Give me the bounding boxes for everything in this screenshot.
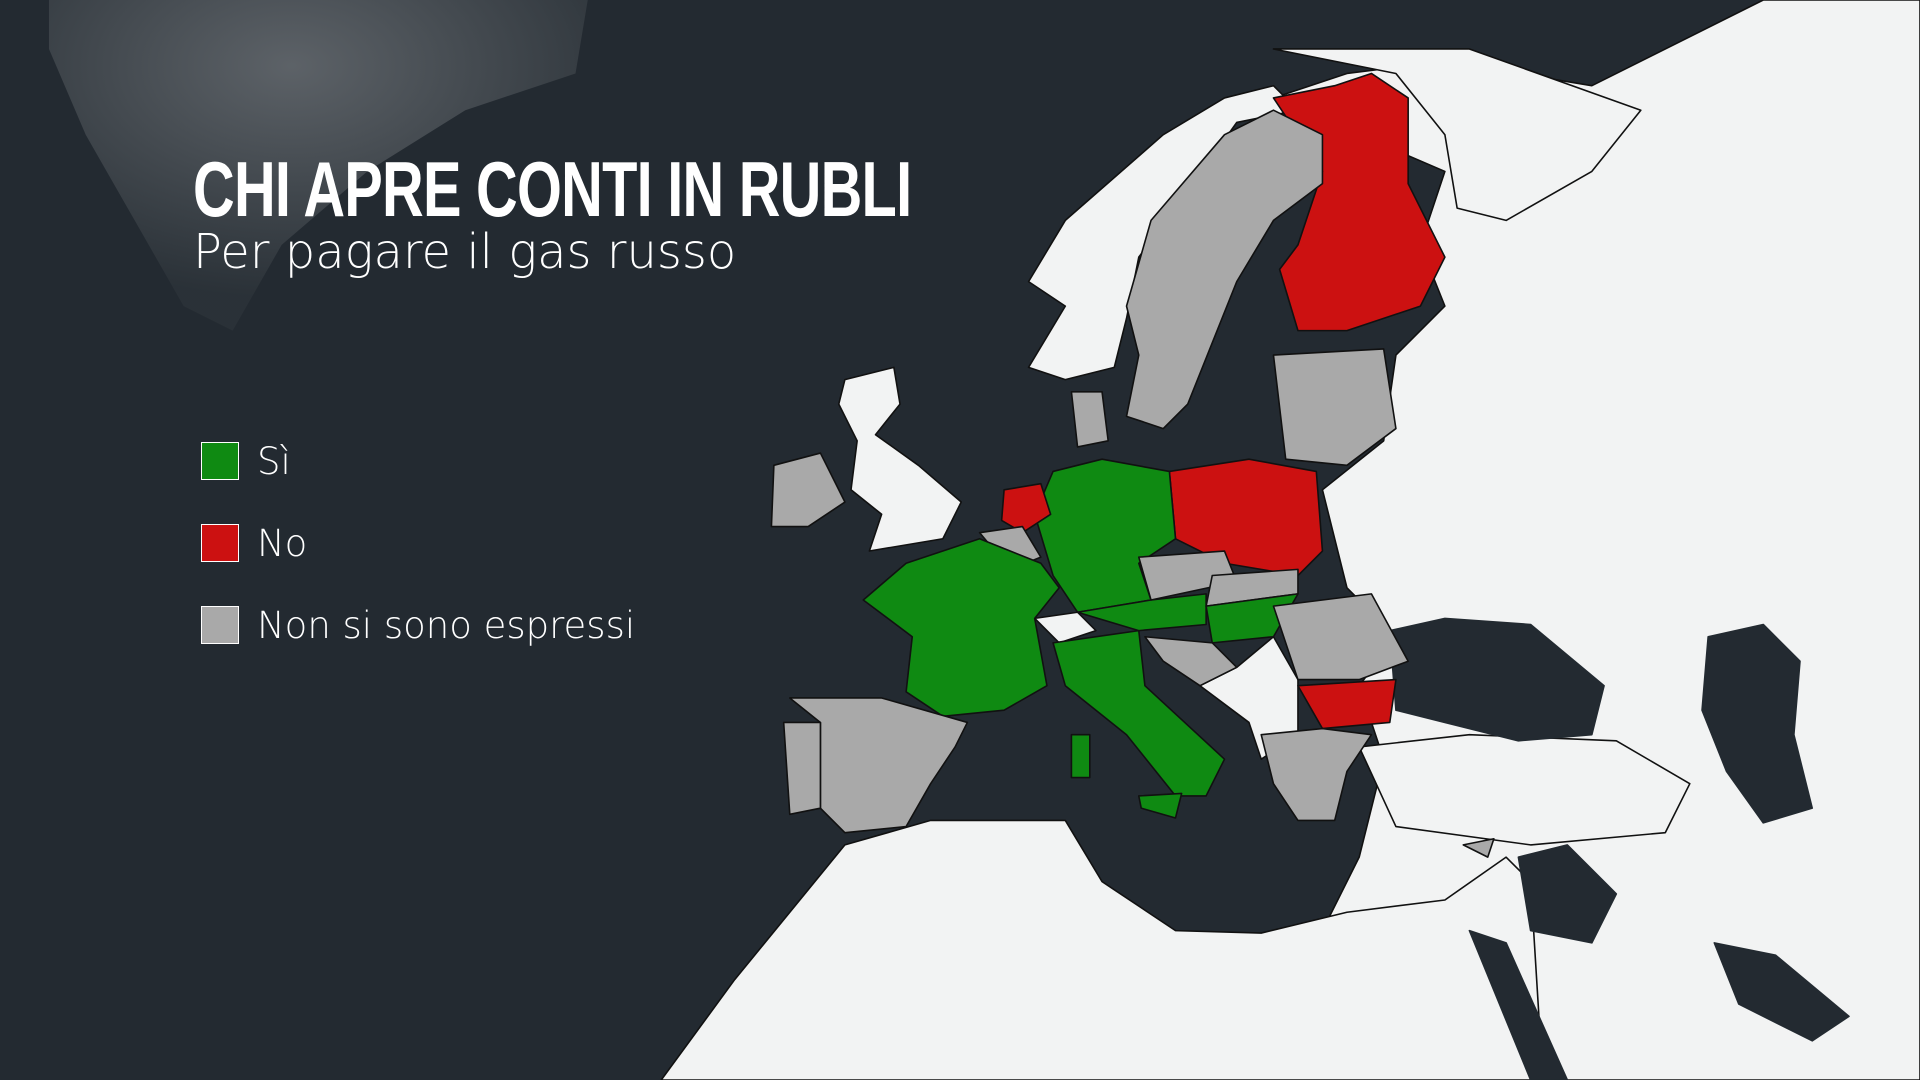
legend-label: Sì xyxy=(257,439,291,483)
western-balkans xyxy=(1199,635,1299,760)
kola-land xyxy=(1272,48,1642,222)
country-sicily xyxy=(1137,792,1183,819)
black-sea xyxy=(1389,617,1605,742)
greenland xyxy=(48,0,588,331)
country-italy xyxy=(1052,629,1226,797)
country-romania xyxy=(1272,593,1409,681)
country-greece xyxy=(1260,727,1373,822)
country-bulgaria xyxy=(1297,678,1397,730)
legend-swatch-no xyxy=(201,524,239,562)
country-germany xyxy=(1033,458,1177,614)
country-ireland xyxy=(770,452,846,528)
country-cyprus xyxy=(1462,837,1495,858)
red-sea xyxy=(1468,929,1569,1080)
country-netherlands xyxy=(1000,482,1052,534)
switzerland xyxy=(1033,611,1097,644)
country-poland xyxy=(1168,458,1324,577)
legend-swatch-none xyxy=(201,606,239,644)
page-subtitle: Per pagare il gas russo xyxy=(193,224,737,280)
country-france xyxy=(862,537,1060,718)
legend-item-none: Non si sono espressi xyxy=(201,603,636,647)
page-title: CHI APRE CONTI IN RUBLI xyxy=(193,145,912,233)
country-sweden xyxy=(1125,109,1324,430)
united-kingdom xyxy=(837,366,963,552)
legend-label: Non si sono espressi xyxy=(257,603,636,647)
legend-item-no: No xyxy=(201,521,635,565)
legend-item-yes: Sì xyxy=(201,439,635,483)
country-sardinia xyxy=(1070,733,1091,779)
turkey-land xyxy=(1358,733,1691,846)
country-portugal xyxy=(782,721,822,816)
country-baltics xyxy=(1272,348,1397,467)
east-mediterranean xyxy=(1517,844,1618,944)
legend-swatch-yes xyxy=(201,442,239,480)
country-croatia xyxy=(1144,635,1238,687)
country-denmark xyxy=(1070,391,1109,448)
caspian-sea xyxy=(1701,623,1814,824)
persian-gulf xyxy=(1713,942,1850,1042)
legend-label: No xyxy=(257,521,308,565)
legend: Sì No Non si sono espressi xyxy=(201,439,636,687)
